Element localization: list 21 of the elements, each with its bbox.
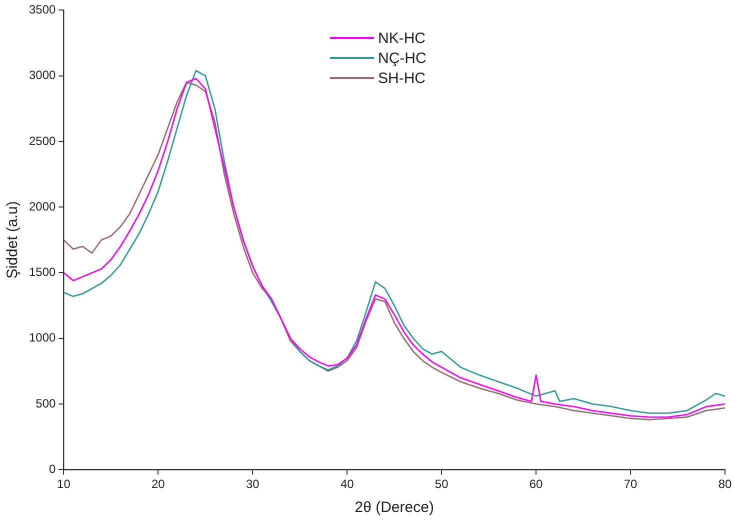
y-tick-label: 2000 — [28, 199, 56, 214]
x-tick-label: 30 — [246, 477, 260, 492]
y-tick-label: 0 — [49, 462, 56, 476]
y-tick-label: 2500 — [28, 134, 56, 148]
y-tick-label: 1000 — [28, 330, 56, 345]
x-tick-label: 20 — [151, 477, 166, 492]
legend-label: NK-HC — [378, 30, 426, 46]
x-tick-label: 40 — [340, 477, 354, 492]
legend-label: NÇ-HC — [378, 50, 426, 66]
x-tick-label: 10 — [57, 477, 71, 492]
y-axis-title: Şiddet (a.u) — [4, 201, 22, 279]
x-tick-label: 60 — [529, 477, 544, 492]
x-tick-label: 50 — [434, 477, 449, 492]
y-tick-label: 500 — [36, 396, 56, 410]
x-axis-title: 2θ (Derece) — [354, 499, 434, 516]
y-tick-label: 1500 — [28, 265, 56, 280]
y-tick-label: 3500 — [28, 2, 56, 17]
legend-label: SH-HC — [378, 70, 426, 86]
x-tick-label: 70 — [624, 477, 638, 492]
x-tick-label: 80 — [718, 477, 732, 492]
y-tick-label: 3000 — [28, 68, 56, 82]
